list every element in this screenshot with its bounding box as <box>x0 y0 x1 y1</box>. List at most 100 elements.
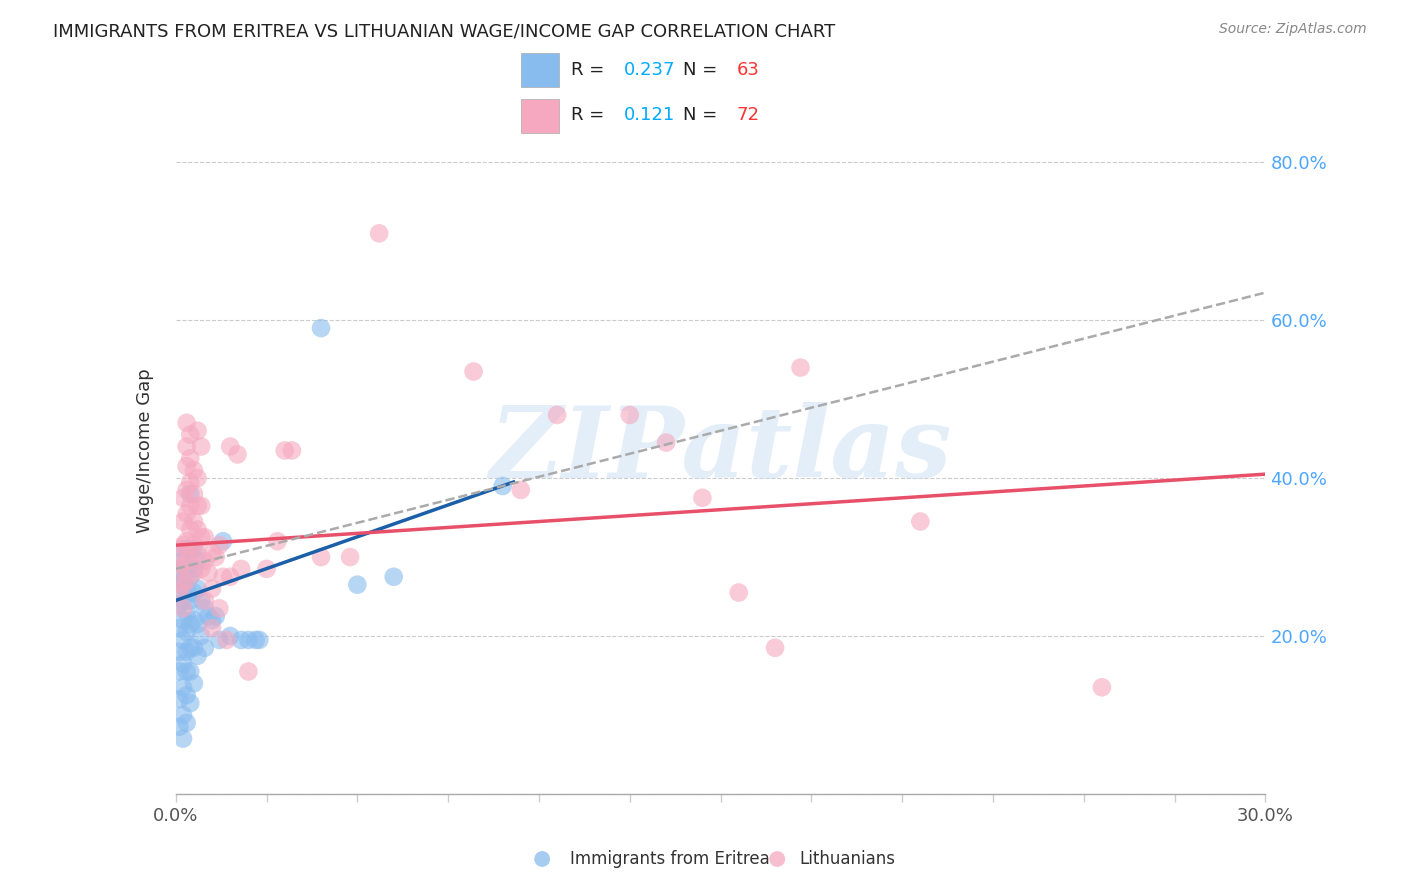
Point <box>186 471 209 485</box>
Point <box>201 613 224 627</box>
Point <box>169 585 191 599</box>
Text: 0.121: 0.121 <box>624 106 675 124</box>
Point <box>176 534 198 549</box>
Point <box>169 692 191 706</box>
Point <box>169 645 191 659</box>
Point <box>727 585 749 599</box>
Point <box>183 640 205 655</box>
Point <box>186 499 209 513</box>
Point <box>190 593 212 607</box>
Point <box>176 562 198 576</box>
Point <box>197 566 219 580</box>
Bar <box>520 99 560 133</box>
Point <box>226 447 249 461</box>
Point <box>219 629 242 643</box>
Point <box>190 562 212 576</box>
Point <box>186 648 209 663</box>
Point <box>463 364 485 378</box>
Point <box>190 499 212 513</box>
Point <box>172 574 194 588</box>
Point <box>245 632 267 647</box>
Point <box>201 582 224 596</box>
Point <box>176 582 198 596</box>
Point <box>204 549 226 564</box>
Point <box>172 538 194 552</box>
Text: R =: R = <box>571 106 616 124</box>
Point <box>172 593 194 607</box>
Point <box>219 570 242 584</box>
Point <box>169 621 191 635</box>
Point <box>176 574 198 588</box>
Point <box>179 665 201 679</box>
Point <box>190 440 212 454</box>
Point <box>1091 681 1114 695</box>
Y-axis label: Wage/Income Gap: Wage/Income Gap <box>136 368 155 533</box>
Point <box>172 632 194 647</box>
Point <box>179 617 201 632</box>
Point <box>212 534 235 549</box>
Point <box>176 665 198 679</box>
Point <box>339 549 361 564</box>
Point <box>201 621 224 635</box>
Point <box>176 688 198 702</box>
Point <box>183 613 205 627</box>
Point <box>238 632 260 647</box>
Point <box>190 629 212 643</box>
Point <box>169 542 191 557</box>
Point <box>197 609 219 624</box>
Point <box>179 499 201 513</box>
Point <box>194 593 217 607</box>
Point <box>692 491 714 505</box>
Point <box>172 601 194 615</box>
Point <box>176 625 198 640</box>
Point <box>208 538 231 552</box>
Point <box>172 542 194 557</box>
Point <box>179 523 201 537</box>
Point <box>274 443 297 458</box>
Point <box>281 443 304 458</box>
Point <box>169 598 191 612</box>
Point <box>186 554 209 568</box>
Point <box>169 720 191 734</box>
Point <box>183 542 205 557</box>
Point <box>179 570 201 584</box>
Point <box>247 632 270 647</box>
Point <box>183 515 205 529</box>
Text: 72: 72 <box>737 106 759 124</box>
Point <box>172 613 194 627</box>
Point <box>179 451 201 466</box>
Point <box>169 577 191 591</box>
Point <box>368 227 391 241</box>
Text: Source: ZipAtlas.com: Source: ZipAtlas.com <box>1219 22 1367 37</box>
Point <box>172 657 194 671</box>
Point <box>186 617 209 632</box>
Point <box>655 435 678 450</box>
Point <box>169 665 191 679</box>
Point <box>176 605 198 619</box>
Point <box>183 676 205 690</box>
Point <box>179 542 201 557</box>
Point <box>382 570 405 584</box>
Point <box>179 546 201 560</box>
Point <box>179 696 201 710</box>
Point <box>190 530 212 544</box>
Point <box>172 707 194 722</box>
Point <box>789 360 811 375</box>
Bar <box>520 54 560 87</box>
Point <box>309 549 332 564</box>
Point <box>172 554 194 568</box>
Point <box>176 645 198 659</box>
Point <box>546 408 568 422</box>
Point <box>183 538 205 552</box>
Point <box>179 640 201 655</box>
Point <box>492 479 515 493</box>
Text: IMMIGRANTS FROM ERITREA VS LITHUANIAN WAGE/INCOME GAP CORRELATION CHART: IMMIGRANTS FROM ERITREA VS LITHUANIAN WA… <box>53 22 835 40</box>
Text: N =: N = <box>683 61 723 79</box>
Text: 63: 63 <box>737 61 759 79</box>
Point <box>172 558 194 572</box>
Point <box>176 715 198 730</box>
Point <box>204 609 226 624</box>
Point <box>215 632 238 647</box>
Point <box>219 440 242 454</box>
Point <box>212 570 235 584</box>
